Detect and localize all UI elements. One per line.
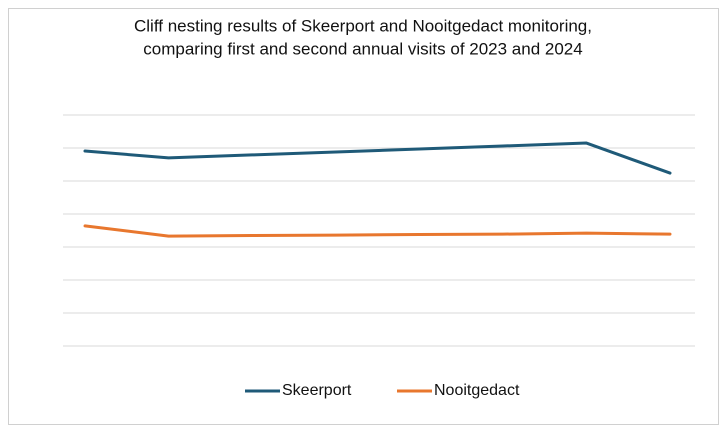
line-series xyxy=(83,141,672,175)
legend-label: Nooitgedact xyxy=(434,382,520,399)
line-series xyxy=(83,224,672,238)
chart-border xyxy=(8,8,719,425)
chart-title: comparing first and second annual visits… xyxy=(143,39,582,58)
chart-title: Cliff nesting results of Skeerport and N… xyxy=(134,16,592,35)
legend-label: Skeerport xyxy=(282,382,352,399)
